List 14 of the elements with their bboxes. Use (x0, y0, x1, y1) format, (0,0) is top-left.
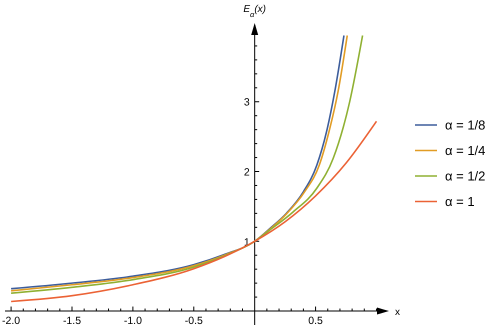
x-tick-label: 0.5 (308, 315, 324, 328)
legend-label: α = 1/2 (445, 168, 486, 184)
y-axis-title: E$_{α}$(x) (243, 4, 266, 18)
x-axis-title: x (395, 307, 400, 318)
x-tick-label: -1.0 (124, 315, 142, 328)
legend-label: α = 1/4 (445, 143, 486, 158)
y-tick-label: 3 (244, 96, 250, 109)
x-tick-label: -2.0 (2, 315, 20, 328)
x-tick-label: -0.5 (184, 315, 203, 328)
x-tick-label: -1.5 (62, 315, 82, 328)
y-tick-label: 2 (244, 166, 250, 179)
line-series (10, 120, 378, 302)
legend-label: α = 1 (445, 194, 475, 209)
legend-label: α = 1/8 (445, 118, 486, 132)
